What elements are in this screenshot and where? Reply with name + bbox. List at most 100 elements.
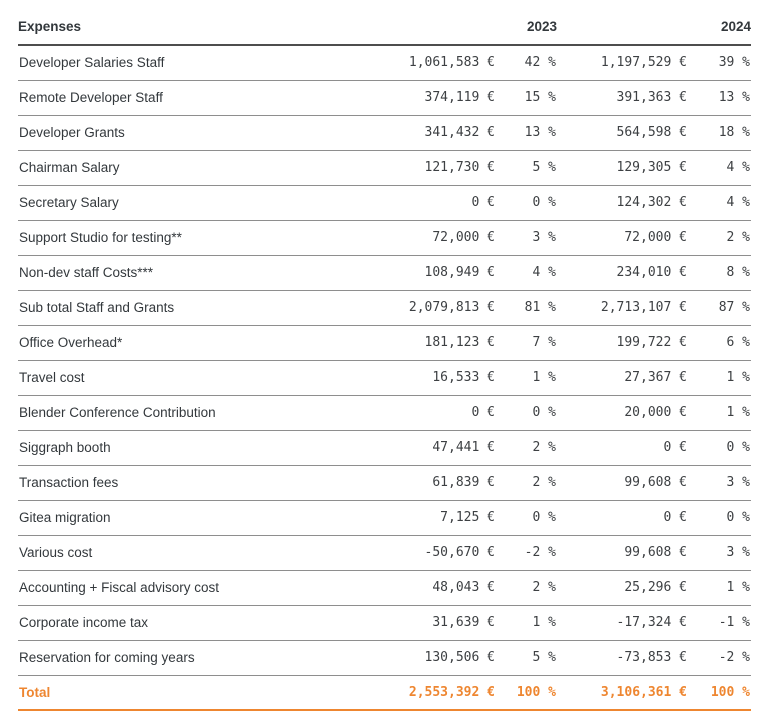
table-row: Chairman Salary 121,730 €5 % 129,305 €4 % [18,150,751,186]
amount-2024: 0 € [556,500,688,536]
expense-label: Various cost [18,535,376,571]
pct-2024: -2 % [687,640,751,676]
pct-2023: 0 % [495,500,557,536]
amount-2024: 72,000 € [556,220,688,256]
expense-rows: Developer Salaries Staff 1,061,583 €42 % 1… [18,45,751,676]
pct-2024: 0 % [687,430,751,466]
pct-2023: 5 % [495,640,557,676]
table-row: Reservation for coming years 130,506 €5 %… [18,640,751,676]
pct-2023: 4 % [495,255,557,291]
amount-2023: 181,123 € [375,325,496,361]
total-pct-2024: 100 % [687,675,751,711]
amount-2023: 61,839 € [375,465,496,501]
pct-2023: 2 % [495,465,557,501]
amount-2024: 27,367 € [556,360,688,396]
amount-2023: 7,125 € [375,500,496,536]
amount-2023: 1,061,583 € [375,45,496,81]
amount-2024: 99,608 € [556,465,688,501]
table-row: Developer Grants 341,432 €13 % 564,598 €18… [18,115,751,151]
pct-2023: 1 % [495,605,557,641]
amount-2024: 0 € [556,430,688,466]
pct-2024: 0 % [687,500,751,536]
expense-label: Corporate income tax [18,605,376,641]
column-header-2024: 2024 [556,0,751,46]
table-row: Blender Conference Contribution 0 €0 % 20,… [18,395,751,431]
amount-2023: 108,949 € [375,255,496,291]
expense-label: Support Studio for testing** [18,220,376,256]
amount-2023: 16,533 € [375,360,496,396]
pct-2023: 5 % [495,150,557,186]
total-pct-2023: 100 % [495,675,557,711]
table-header: Expenses 2023 2024 [18,0,751,46]
table-row: Corporate income tax 31,639 €1 % -17,324 €… [18,605,751,641]
pct-2023: 1 % [495,360,557,396]
amount-2024: 1,197,529 € [556,45,688,81]
expense-label: Developer Grants [18,115,376,151]
amount-2024: 129,305 € [556,150,688,186]
table-row: Various cost -50,670 € -2 % 99,608 €3 % [18,535,751,571]
amount-2023: 121,730 € [375,150,496,186]
expense-label: Remote Developer Staff [18,80,376,116]
table-row: Sub total Staff and Grants 2,079,813 €81 … [18,290,751,326]
column-header-2023: 2023 [375,0,557,46]
table-row: Gitea migration 7,125 €0 % 0 €0 % [18,500,751,536]
pct-2023: 2 % [495,570,557,606]
amount-2023: 48,043 € [375,570,496,606]
table-row: Non-dev staff Costs*** 108,949 €4 % 234,01… [18,255,751,291]
pct-2024: 6 % [687,325,751,361]
pct-2024: 13 % [687,80,751,116]
pct-2024: 39 % [687,45,751,81]
pct-2024: 1 % [687,570,751,606]
table-row: Developer Salaries Staff 1,061,583 €42 % 1… [18,45,751,81]
table-row: Accounting + Fiscal advisory cost 48,043 … [18,570,751,606]
amount-2024: 391,363 € [556,80,688,116]
expense-label: Office Overhead* [18,325,376,361]
column-header-expenses: Expenses [18,0,376,46]
pct-2023: 42 % [495,45,557,81]
amount-2023: 374,119 € [375,80,496,116]
expense-label: Sub total Staff and Grants [18,290,376,326]
expense-label: Siggraph booth [18,430,376,466]
amount-2024: 199,722 € [556,325,688,361]
total-amount-2023: 2,553,392 € [375,675,496,711]
table-row: Office Overhead* 181,123 €7 % 199,722 €6 % [18,325,751,361]
expense-label: Developer Salaries Staff [18,45,376,81]
table-row: Transaction fees 61,839 €2 % 99,608 €3 % [18,465,751,501]
expense-label: Secretary Salary [18,185,376,221]
pct-2024: 4 % [687,150,751,186]
table-row: Travel cost 16,533 €1 % 27,367 €1 % [18,360,751,396]
amount-2024: -73,853 € [556,640,688,676]
amount-2023: 0 € [375,185,496,221]
expense-label: Travel cost [18,360,376,396]
expense-label: Blender Conference Contribution [18,395,376,431]
amount-2023: 341,432 € [375,115,496,151]
amount-2024: 124,302 € [556,185,688,221]
expenses-table: Expenses 2023 2024 Developer Salaries St… [18,0,751,711]
pct-2023: 0 % [495,185,557,221]
pct-2024: 18 % [687,115,751,151]
total-row: Total 2,553,392 € 100 % 3,106,361 € 100 … [18,675,751,711]
amount-2024: 564,598 € [556,115,688,151]
table-row: Siggraph booth 47,441 €2 % 0 €0 % [18,430,751,466]
pct-2023: 7 % [495,325,557,361]
amount-2024: 25,296 € [556,570,688,606]
expense-label: Reservation for coming years [18,640,376,676]
table-row: Remote Developer Staff 374,119 €15 % 391,3… [18,80,751,116]
amount-2023: 47,441 € [375,430,496,466]
table-row: Secretary Salary 0 €0 % 124,302 €4 % [18,185,751,221]
amount-2023: 130,506 € [375,640,496,676]
total-section: Total 2,553,392 € 100 % 3,106,361 € 100 … [18,675,751,711]
total-amount-2024: 3,106,361 € [556,675,688,711]
total-label: Total [18,675,376,711]
pct-2024: 4 % [687,185,751,221]
amount-2023: -50,670 € [375,535,496,571]
amount-2023: 2,079,813 € [375,290,496,326]
pct-2024: 2 % [687,220,751,256]
pct-2024: 8 % [687,255,751,291]
pct-2023: 0 % [495,395,557,431]
amount-2023: 0 € [375,395,496,431]
amount-2024: 20,000 € [556,395,688,431]
pct-2023: 81 % [495,290,557,326]
amount-2024: -17,324 € [556,605,688,641]
pct-2023: 2 % [495,430,557,466]
